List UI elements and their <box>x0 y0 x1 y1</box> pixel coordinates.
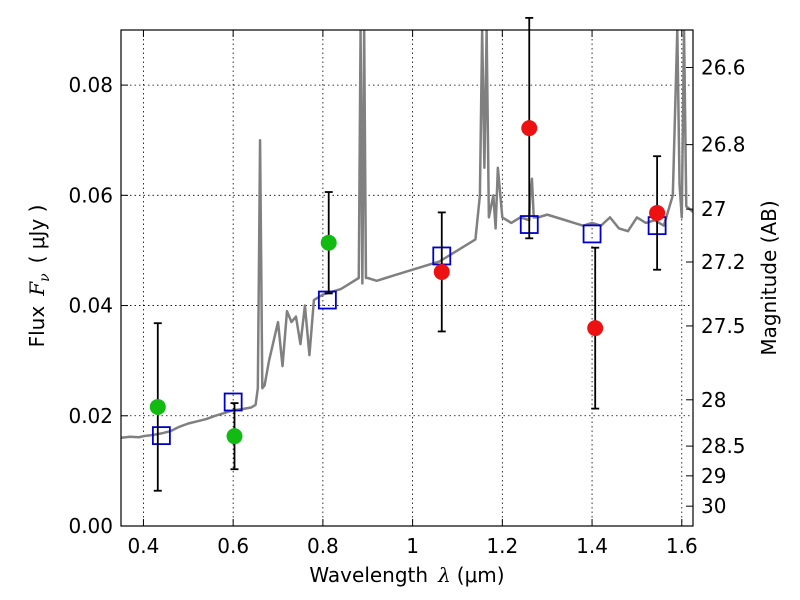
model-square-point <box>317 290 337 310</box>
red-data-point <box>521 120 538 137</box>
x-tick-label: 1 <box>406 534 419 558</box>
y2-tick-label: 28 <box>701 388 726 412</box>
y-tick-label: 0.08 <box>68 73 113 97</box>
red-data-point <box>587 320 604 337</box>
plot-frame <box>120 29 694 527</box>
y2-tick-label: 27 <box>701 197 726 221</box>
y-tick-label: 0.00 <box>68 514 113 538</box>
y2-tick-label: 30 <box>701 494 726 518</box>
red-data-point <box>433 263 450 280</box>
x-axis-symbol: λ <box>437 563 451 587</box>
y2-tick-label: 26.8 <box>701 133 746 157</box>
plot-background <box>121 30 693 526</box>
y2-tick-label: 28.5 <box>701 434 746 458</box>
x-tick-label: 0.4 <box>128 534 160 558</box>
red-data-point <box>649 204 666 221</box>
model-square-point <box>223 392 243 412</box>
y2-tick-label: 27.2 <box>701 250 746 274</box>
y-axis-unit: ( μJy ) <box>25 205 49 264</box>
x-tick-label: 1.6 <box>666 534 698 558</box>
model-square-point <box>582 224 602 244</box>
y-tick-label: 0.04 <box>68 294 113 318</box>
y-axis-symbol-sub: ν <box>37 273 53 282</box>
y-axis-symbol: F <box>25 281 49 297</box>
y-axis-label: Flux Fν ( μJy ) <box>25 205 53 348</box>
y2-tick-label: 27.5 <box>701 314 746 338</box>
green-data-point <box>149 398 166 415</box>
model-square-point <box>151 426 171 446</box>
errorbar-layer <box>149 16 666 492</box>
green-data-point <box>226 428 243 445</box>
x-tick-label: 0.6 <box>217 534 249 558</box>
y-tick-label: 0.02 <box>68 404 113 428</box>
x-axis-unit: (μm) <box>457 563 505 587</box>
x-tick-label: 1.4 <box>576 534 608 558</box>
y-tick-label: 0.06 <box>68 183 113 207</box>
tick-layer: 0.4 0.6 0.8 1 1.2 1.4 1.6 0.00 0.02 0.04 0.06 0.08 2… <box>68 30 746 558</box>
green-data-point <box>320 234 337 251</box>
y2-tick-label: 26.6 <box>701 55 746 79</box>
x-tick-label: 1.2 <box>486 534 518 558</box>
y-axis-label-text: Flux <box>25 306 49 348</box>
x-tick-label: 0.8 <box>307 534 339 558</box>
x-axis-label-text: Wavelength <box>309 563 428 587</box>
spectrum-line <box>121 30 693 440</box>
x-axis-label: Wavelength λ (μm) <box>309 563 504 587</box>
y2-tick-label: 29 <box>701 464 726 488</box>
y2-axis-label: Magnitude (AB) <box>757 200 781 355</box>
